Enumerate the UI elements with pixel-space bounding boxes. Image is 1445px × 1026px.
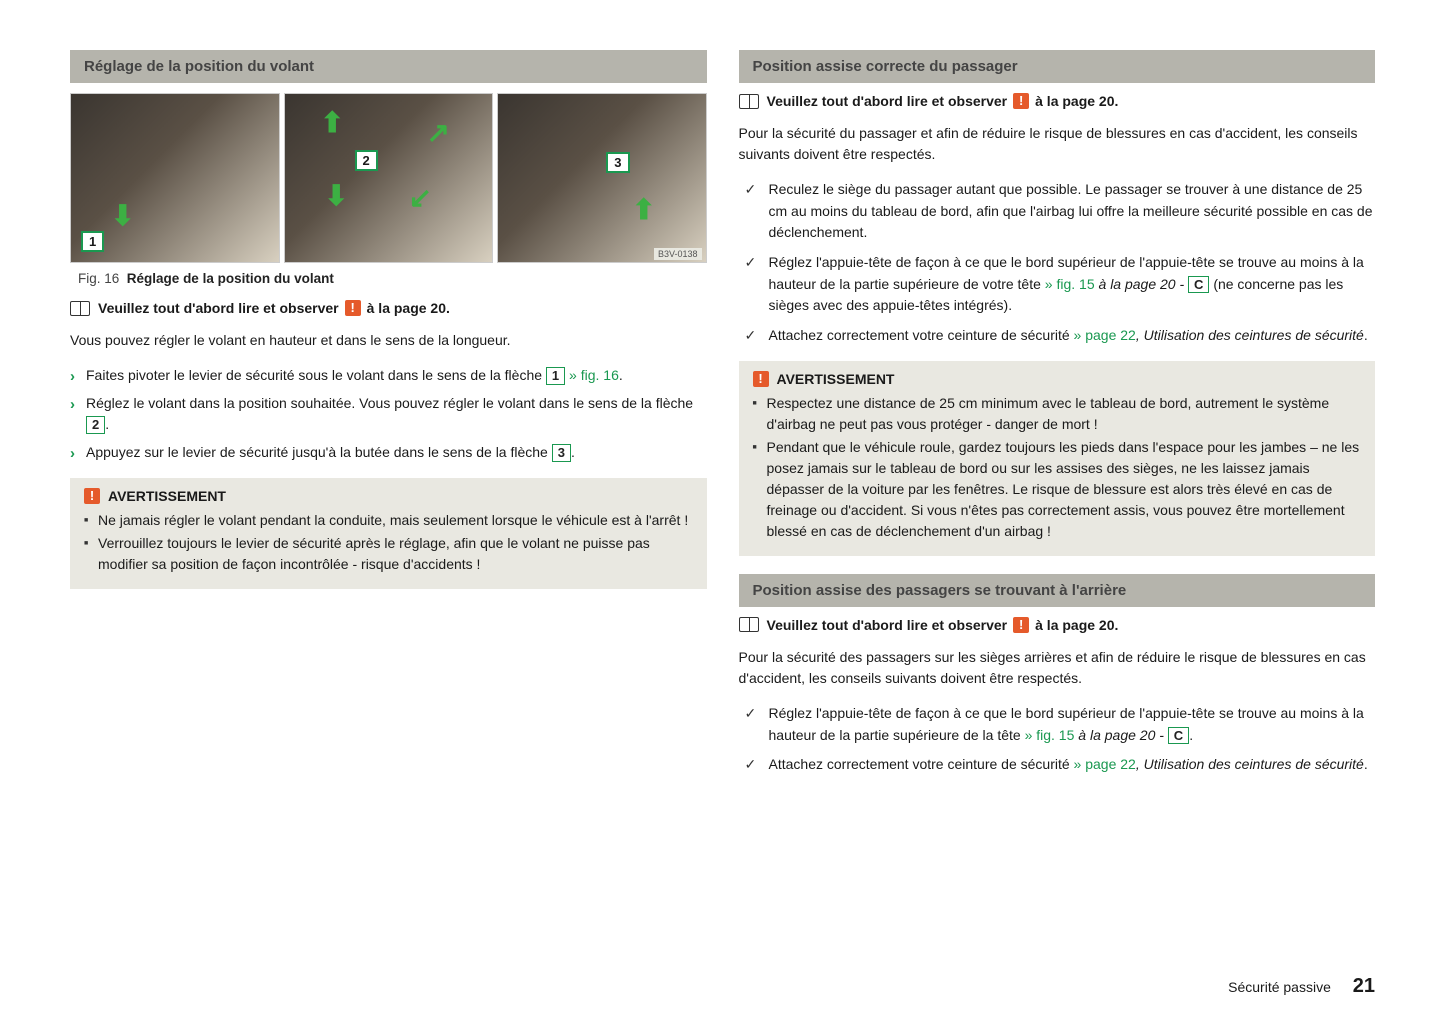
arrow-up-icon: ⬆	[321, 106, 344, 139]
read-first-pre: Veuillez tout d'abord lire et observer	[767, 617, 1008, 633]
check-text: Attachez correctement votre ceinture de …	[769, 327, 1070, 343]
page-link[interactable]: » page 22	[1074, 327, 1136, 343]
figure-caption-text: Réglage de la position du volant	[127, 271, 334, 286]
arrow-downleft-icon: ↙	[409, 181, 432, 214]
ref-text: , Utilisation des ceintures de sécurité	[1136, 327, 1364, 343]
check-item: Réglez l'appuie-tête de façon à ce que l…	[739, 252, 1376, 317]
warning-box: ! AVERTISSEMENT Respectez une distance d…	[739, 361, 1376, 556]
intro-paragraph: Pour la sécurité des passagers sur les s…	[739, 647, 1376, 689]
ref-text: , Utilisation des ceintures de sécurité	[1136, 756, 1364, 772]
right-column: Position assise correcte du passager Veu…	[739, 50, 1376, 790]
ref-box: 3	[552, 444, 571, 462]
figure-panel-3: ⬆ 3 B3V-0138	[497, 93, 707, 263]
alert-icon: !	[1013, 617, 1029, 633]
warning-item: Verrouillez toujours le levier de sécuri…	[84, 533, 693, 575]
alert-icon: !	[753, 371, 769, 387]
warning-item: Respectez une distance de 25 cm minimum …	[753, 393, 1362, 435]
steps-list: Faites pivoter le levier de sécurité sou…	[70, 365, 707, 464]
page-footer: Sécurité passive 21	[1228, 975, 1375, 998]
alert-icon: !	[84, 488, 100, 504]
figure-link[interactable]: » fig. 16	[569, 367, 619, 383]
page-ref: à la page 20 -	[1099, 276, 1185, 292]
check-item: Réglez l'appuie-tête de façon à ce que l…	[739, 703, 1376, 746]
book-icon	[739, 617, 759, 632]
arrow-down-icon: ⬇	[325, 179, 348, 212]
figure-caption: Fig. 16 Réglage de la position du volant	[78, 271, 707, 286]
alert-icon: !	[1013, 93, 1029, 109]
read-first-pre: Veuillez tout d'abord lire et observer	[98, 300, 339, 316]
figure-code: B3V-0138	[654, 248, 702, 260]
figure-badge-2: 2	[355, 150, 378, 171]
warning-title: ! AVERTISSEMENT	[753, 371, 1362, 387]
figure-label: Fig. 16	[78, 271, 119, 286]
figure-panel-2: ⬆ ⬇ ↗ ↙ 2	[284, 93, 494, 263]
step-item: Faites pivoter le levier de sécurité sou…	[70, 365, 707, 387]
read-first-note: Veuillez tout d'abord lire et observer !…	[739, 93, 1376, 109]
figure-panel-1: ⬇ 1	[70, 93, 280, 263]
read-first-post: à la page 20.	[1035, 93, 1118, 109]
warning-title-text: AVERTISSEMENT	[108, 488, 226, 504]
arrow-up-icon: ⬆	[632, 193, 655, 226]
step-item: Réglez le volant dans la position souhai…	[70, 393, 707, 436]
ref-box: C	[1168, 727, 1189, 745]
check-text: Attachez correctement votre ceinture de …	[769, 756, 1070, 772]
warning-box: ! AVERTISSEMENT Ne jamais régler le vola…	[70, 478, 707, 589]
section-header-rear: Position assise des passagers se trouvan…	[739, 574, 1376, 607]
figure-row: ⬇ 1 ⬆ ⬇ ↗ ↙ 2 ⬆ 3 B3V-0138	[70, 93, 707, 263]
figure-badge-3: 3	[606, 152, 629, 173]
read-first-post: à la page 20.	[1035, 617, 1118, 633]
figure-link[interactable]: » fig. 15	[1025, 727, 1075, 743]
checklist: Reculez le siège du passager autant que …	[739, 179, 1376, 347]
read-first-note: Veuillez tout d'abord lire et observer !…	[739, 617, 1376, 633]
arrow-down-icon: ⬇	[111, 199, 134, 232]
warning-title: ! AVERTISSEMENT	[84, 488, 693, 504]
section-header-passenger: Position assise correcte du passager	[739, 50, 1376, 83]
ref-box: 1	[546, 367, 565, 385]
left-column: Réglage de la position du volant ⬇ 1 ⬆ ⬇…	[70, 50, 707, 790]
page-number: 21	[1353, 975, 1375, 997]
section-header-steering: Réglage de la position du volant	[70, 50, 707, 83]
warning-title-text: AVERTISSEMENT	[777, 371, 895, 387]
step-text: Appuyez sur le levier de sécurité jusqu'…	[86, 444, 548, 460]
checklist: Réglez l'appuie-tête de façon à ce que l…	[739, 703, 1376, 776]
read-first-pre: Veuillez tout d'abord lire et observer	[767, 93, 1008, 109]
warning-item: Pendant que le véhicule roule, gardez to…	[753, 437, 1362, 542]
step-text: Réglez le volant dans la position souhai…	[86, 395, 693, 411]
figure-badge-1: 1	[81, 231, 104, 252]
book-icon	[739, 94, 759, 109]
read-first-post: à la page 20.	[367, 300, 450, 316]
step-item: Appuyez sur le levier de sécurité jusqu'…	[70, 442, 707, 464]
book-icon	[70, 301, 90, 316]
figure-link[interactable]: » fig. 15	[1045, 276, 1095, 292]
page-link[interactable]: » page 22	[1074, 756, 1136, 772]
read-first-note: Veuillez tout d'abord lire et observer !…	[70, 300, 707, 316]
page-ref: à la page 20 -	[1078, 727, 1164, 743]
check-item: Reculez le siège du passager autant que …	[739, 179, 1376, 244]
intro-paragraph: Pour la sécurité du passager et afin de …	[739, 123, 1376, 165]
intro-paragraph: Vous pouvez régler le volant en hauteur …	[70, 330, 707, 351]
arrow-upright-icon: ↗	[427, 116, 450, 149]
ref-box: 2	[86, 416, 105, 434]
step-text: Faites pivoter le levier de sécurité sou…	[86, 367, 542, 383]
footer-section: Sécurité passive	[1228, 979, 1331, 995]
warning-item: Ne jamais régler le volant pendant la co…	[84, 510, 693, 531]
alert-icon: !	[345, 300, 361, 316]
check-item: Attachez correctement votre ceinture de …	[739, 754, 1376, 776]
ref-box: C	[1188, 276, 1209, 294]
check-item: Attachez correctement votre ceinture de …	[739, 325, 1376, 347]
